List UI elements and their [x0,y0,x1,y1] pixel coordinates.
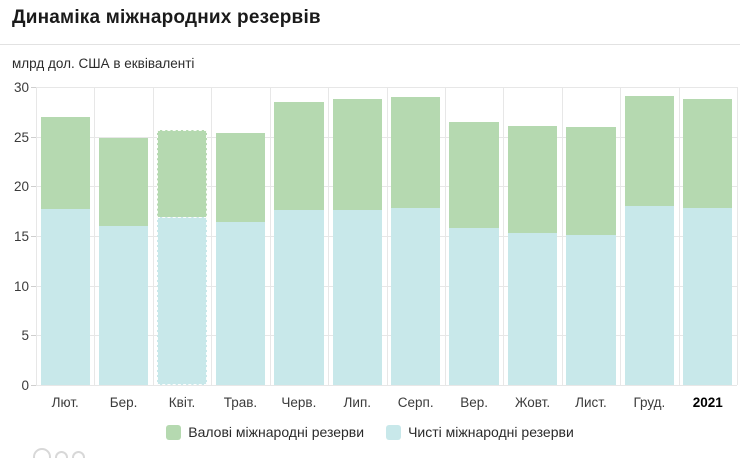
net-reserves-swatch-icon [386,424,402,440]
x-axis-label: Лист. [575,395,607,410]
y-axis-tick [31,87,36,88]
x-axis-label: Черв. [281,395,317,410]
y-axis-tick [31,136,36,138]
x-gridline [503,87,505,385]
x-gridline [561,87,563,385]
y-axis-label: 10 [13,278,29,294]
y-axis-label: 30 [13,80,29,95]
x-axis-label: Лют. [51,395,79,410]
header-divider [0,44,740,45]
chart-legend: Валові міжнародні резерви Чисті міжнарод… [0,421,740,443]
x-gridline [94,87,96,385]
x-gridline [36,87,37,385]
bar-net-Лют.[interactable] [40,209,90,385]
legend-label-net: Чисті міжнародні резерви [408,424,574,440]
x-gridline [620,87,622,385]
chart-units-label: млрд дол. США в еквіваленті [12,56,195,71]
y-axis-tick [31,285,36,287]
bar-net-Жовт.[interactable] [507,233,558,385]
y-axis-label: 15 [13,229,29,244]
bar-net-Груд.[interactable] [624,206,675,385]
x-gridline [152,87,154,385]
bar-net-Вер.[interactable] [449,228,499,385]
y-axis-label: 20 [13,179,29,195]
x-axis-label: Вер. [460,395,488,410]
bar-net-Квіт.[interactable] [157,217,207,385]
x-axis-label: 2021 [692,395,723,410]
bar-net-Лист.[interactable] [566,235,616,385]
y-axis-tick [31,335,36,337]
x-axis-label: Квіт. [168,395,196,410]
bar-net-Лип.[interactable] [332,210,382,385]
x-axis-label: Трав. [223,395,258,410]
y-gridline [36,385,737,386]
clipped-arc-glyphs-icon [33,448,85,458]
legend-item-net[interactable]: Чисті міжнародні резерви [386,424,574,440]
x-axis-label: Серп. [397,395,434,410]
bar-net-Бер.[interactable] [98,226,149,385]
legend-label-gross: Валові міжнародні резерви [188,424,365,440]
y-axis-tick [31,186,36,188]
x-axis-label: Груд. [633,395,666,410]
y-axis-tick [31,385,36,386]
legend-item-gross[interactable]: Валові міжнародні резерви [166,424,364,440]
x-gridline [444,87,446,385]
x-axis-label: Жовт. [514,395,551,410]
y-axis-tick [31,236,36,237]
x-gridline [211,87,213,385]
x-gridline [328,87,330,385]
bar-net-2021[interactable] [683,208,733,385]
x-gridline [269,87,271,385]
bar-net-Серп.[interactable] [391,208,441,385]
page-title: Динаміка міжнародних резервів [12,7,321,28]
x-gridline [678,87,680,385]
x-gridline [737,87,738,385]
x-gridline [386,87,388,385]
y-axis-label: 25 [13,129,29,145]
x-axis-label: Лип. [343,395,372,410]
y-axis-label: 0 [21,378,29,393]
y-axis-label: 5 [21,328,29,344]
bar-net-Трав.[interactable] [215,222,266,385]
gross-reserves-swatch-icon [166,424,182,440]
bar-net-Черв.[interactable] [274,210,324,385]
x-axis-label: Бер. [109,395,138,410]
